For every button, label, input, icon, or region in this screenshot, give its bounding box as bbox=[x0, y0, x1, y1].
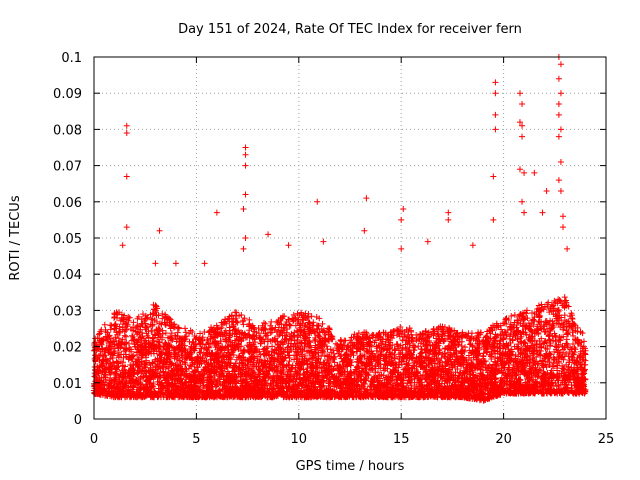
data-point bbox=[175, 325, 182, 332]
data-point bbox=[194, 364, 201, 371]
data-point bbox=[570, 332, 577, 339]
data-point bbox=[151, 331, 158, 338]
data-point bbox=[233, 356, 240, 363]
data-point bbox=[538, 301, 545, 308]
data-points bbox=[91, 54, 589, 404]
data-point bbox=[483, 349, 490, 356]
data-point bbox=[148, 316, 155, 323]
data-point bbox=[197, 330, 204, 337]
data-point bbox=[369, 331, 376, 338]
data-point bbox=[337, 336, 344, 343]
data-point bbox=[201, 328, 208, 335]
data-point bbox=[182, 325, 189, 332]
data-point bbox=[290, 318, 297, 325]
data-point bbox=[399, 337, 406, 344]
data-point bbox=[458, 363, 465, 370]
data-point bbox=[318, 365, 325, 372]
data-point bbox=[517, 320, 524, 327]
data-point bbox=[159, 310, 166, 317]
data-point bbox=[101, 321, 108, 328]
data-point bbox=[332, 340, 339, 347]
data-point bbox=[561, 317, 568, 324]
data-point bbox=[551, 297, 558, 304]
data-point bbox=[268, 318, 275, 325]
data-point bbox=[162, 322, 169, 329]
data-point bbox=[239, 360, 246, 367]
data-point bbox=[422, 375, 429, 382]
data-point bbox=[260, 319, 267, 326]
